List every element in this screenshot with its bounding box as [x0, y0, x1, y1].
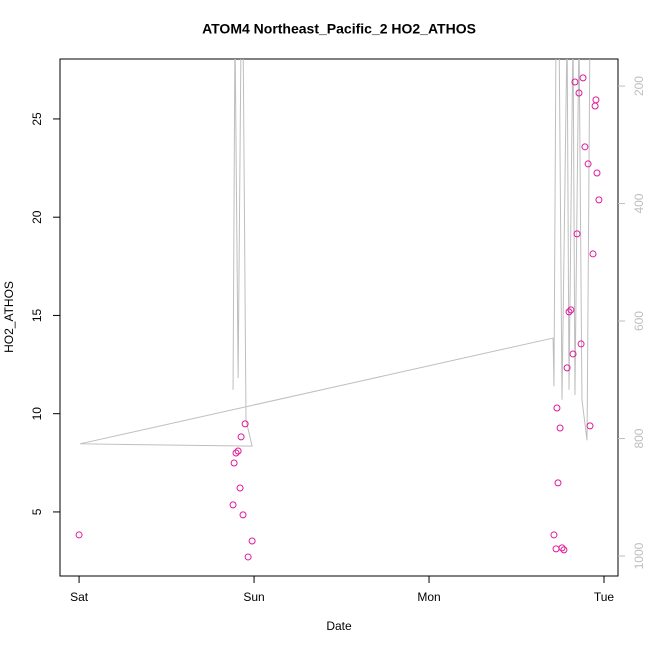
y2-tick-label: 1000: [632, 542, 646, 569]
y-tick-label: 5: [30, 508, 44, 515]
x-tick-label: Sat: [70, 590, 89, 604]
point: [589, 250, 597, 258]
point: [584, 160, 592, 168]
point: [75, 531, 83, 539]
point: [573, 230, 581, 238]
y-axis-label: HO2_ATHOS: [2, 281, 16, 353]
point: [595, 196, 603, 204]
point: [571, 78, 579, 86]
y2-tick-label: 800: [632, 428, 646, 448]
chart-title: ATOM4 Northeast_Pacific_2 HO2_ATHOS: [202, 21, 476, 37]
point: [565, 308, 573, 316]
y-tick-label: 25: [30, 112, 44, 126]
point: [248, 537, 256, 545]
point: [563, 364, 571, 372]
point: [236, 484, 244, 492]
point: [593, 169, 601, 177]
point: [553, 404, 561, 412]
y2-tick-label: 600: [632, 311, 646, 331]
point: [579, 74, 587, 82]
point: [229, 501, 237, 509]
x-axis-label: Date: [326, 619, 352, 633]
plot-frame: [59, 58, 619, 577]
point: [556, 424, 564, 432]
x-tick-label: Mon: [417, 590, 440, 604]
point: [567, 306, 575, 314]
y-tick-label: 15: [30, 308, 44, 322]
point: [586, 422, 594, 430]
point: [577, 340, 585, 348]
point: [239, 511, 247, 519]
point: [550, 531, 558, 539]
point: [560, 546, 568, 554]
point: [230, 459, 238, 467]
point: [569, 350, 577, 358]
point: [581, 143, 589, 151]
point: [575, 89, 583, 97]
point: [232, 449, 240, 457]
x-tick-label: Tue: [594, 590, 615, 604]
point: [234, 447, 242, 455]
point: [554, 479, 562, 487]
y2-tick-label: 400: [632, 193, 646, 213]
y2-tick-label: 200: [632, 76, 646, 96]
line: [80, 59, 591, 447]
point: [558, 544, 566, 552]
point: [244, 553, 252, 561]
point: [592, 96, 600, 104]
y-tick-label: 20: [30, 210, 44, 224]
point: [241, 420, 249, 428]
x-tick-label: Sun: [243, 590, 264, 604]
point: [237, 433, 245, 441]
y-tick-label: 10: [30, 407, 44, 421]
